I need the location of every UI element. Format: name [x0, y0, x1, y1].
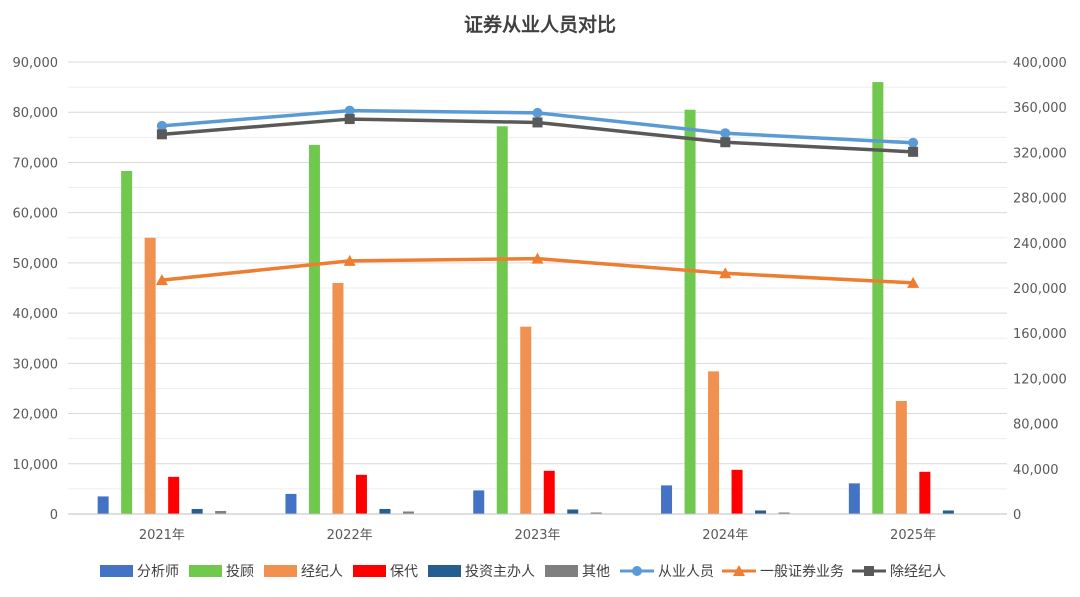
y-right-tick-label: 240,000: [1013, 237, 1067, 252]
bar: [684, 109, 696, 514]
y-right-tick-label: 280,000: [1013, 192, 1067, 207]
x-tick-label: 2024年: [702, 528, 748, 543]
legend-label: 分析师: [137, 564, 179, 580]
line-point: [343, 254, 356, 266]
line-point: [344, 114, 355, 125]
line-point: [344, 105, 355, 116]
y-right-tick-label: 400,000: [1013, 56, 1067, 71]
line-point: [908, 137, 919, 148]
x-tick-label: 2022年: [327, 528, 373, 543]
legend-marker: [632, 566, 642, 576]
legend-label: 经纪人: [301, 564, 343, 580]
legend-label: 其他: [582, 564, 610, 580]
x-tick-label: 2023年: [514, 528, 560, 543]
bar: [215, 510, 227, 514]
bar: [402, 511, 414, 514]
legend: 分析师 投顾 经纪人 保代 投资主办人 其他 从业人员 一般证券业务 除经纪人: [100, 564, 946, 580]
bar: [285, 493, 297, 514]
y-left-tick-label: 50,000: [13, 257, 59, 272]
chart-title: 证券从业人员对比: [464, 13, 616, 36]
bar: [895, 401, 907, 514]
bar: [473, 490, 485, 514]
y-left-tick-label: 10,000: [13, 458, 59, 473]
line-point: [720, 137, 731, 148]
line-point: [156, 129, 167, 140]
bar: [355, 474, 367, 514]
bar-layer: [97, 82, 954, 514]
bar: [168, 476, 180, 514]
bar: [496, 126, 508, 514]
bar: [379, 508, 391, 514]
line-point: [908, 146, 919, 157]
line-point: [720, 128, 731, 139]
line-point: [156, 120, 167, 131]
bar: [144, 237, 156, 514]
bar: [942, 510, 954, 514]
y-left-tick-label: 70,000: [13, 156, 59, 171]
line-layer: [155, 105, 920, 288]
bar: [121, 170, 133, 514]
y-right-tick-label: 40,000: [1013, 463, 1059, 478]
legend-swatch: [545, 565, 578, 577]
legend-label: 投资主办人: [465, 564, 535, 580]
bar: [778, 512, 790, 514]
y-left-tick-label: 60,000: [13, 207, 59, 222]
y-right-tick-label: 160,000: [1013, 327, 1067, 342]
legend-swatch: [353, 565, 386, 577]
legend-marker: [733, 565, 745, 576]
legend-swatch: [100, 565, 133, 577]
legend-swatch: [264, 565, 297, 577]
y-right-tick-label: 120,000: [1013, 372, 1067, 387]
y-left-tick-label: 20,000: [13, 408, 59, 423]
x-tick-label: 2025年: [890, 528, 936, 543]
x-tick-label: 2021年: [139, 528, 185, 543]
bar: [590, 512, 602, 514]
bar: [919, 471, 931, 514]
y-left-tick-label: 30,000: [13, 357, 59, 372]
axis-layer: 0 10,000 20,000 30,000 40,000 50,000 60,000 70,…: [13, 56, 1067, 543]
legend-label: 保代: [390, 564, 418, 580]
bar: [332, 282, 344, 514]
y-left-tick-label: 90,000: [13, 56, 59, 71]
y-left-tick-label: 40,000: [13, 307, 59, 322]
bar: [848, 483, 860, 514]
bar: [520, 326, 532, 514]
bar: [661, 485, 673, 514]
bar: [543, 470, 555, 514]
bar: [872, 82, 884, 514]
y-left-tick-label: 0: [50, 508, 58, 523]
legend-swatch: [428, 565, 461, 577]
line-point: [907, 276, 920, 288]
y-right-tick-label: 80,000: [1013, 418, 1059, 433]
line-point: [532, 117, 543, 128]
y-right-tick-label: 320,000: [1013, 146, 1067, 161]
line-point: [155, 274, 168, 286]
legend-label: 一般证券业务: [760, 564, 844, 580]
bar: [308, 144, 320, 514]
y-right-tick-label: 360,000: [1013, 101, 1067, 116]
bar: [567, 509, 579, 514]
line-point: [719, 267, 732, 279]
y-left-tick-label: 80,000: [13, 106, 59, 121]
bar: [708, 371, 720, 514]
legend-label: 从业人员: [658, 564, 714, 580]
bar: [755, 510, 767, 514]
legend-label: 投顾: [226, 564, 254, 580]
bar: [97, 496, 109, 514]
legend-swatch: [189, 565, 222, 577]
legend-marker: [864, 566, 874, 576]
bar: [191, 508, 203, 514]
line-point: [531, 252, 544, 264]
y-right-tick-label: 0: [1013, 508, 1021, 523]
legend-label: 除经纪人: [890, 564, 946, 580]
bar: [731, 469, 743, 514]
line-point: [532, 107, 543, 118]
y-right-tick-label: 200,000: [1013, 282, 1067, 297]
